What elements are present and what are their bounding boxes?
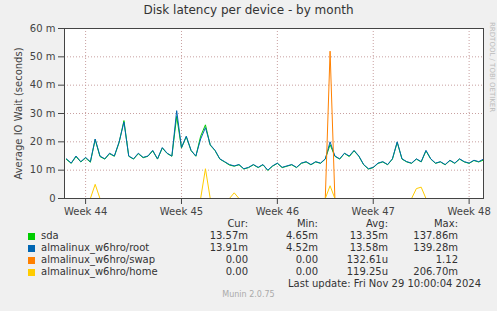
html-text:13.57m: 13.57m (209, 230, 248, 241)
svg-text:40 m: 40 m (30, 79, 56, 90)
html-text:119.25u: 119.25u (346, 266, 388, 277)
svg-text:60 m: 60 m (30, 23, 56, 34)
html-text:Disk latency per device - by m: Disk latency per device - by month (143, 3, 354, 17)
html-text:0.00: 0.00 (225, 266, 248, 277)
html-text:0.00: 0.00 (225, 254, 248, 265)
html-text:almalinux_w6hro/root: almalinux_w6hro/root (41, 242, 150, 253)
html-text:4.65m: 4.65m (286, 230, 318, 241)
html-text:139.28m: 139.28m (413, 242, 458, 253)
html-text:137.86m: 137.86m (413, 230, 458, 241)
html-text:132.61u: 132.61u (346, 254, 388, 265)
svg-text:Average IO Wait (seconds): Average IO Wait (seconds) (13, 47, 24, 179)
svg-text:20 m: 20 m (30, 136, 56, 147)
html-text:Min:: Min: (296, 218, 318, 229)
svg-text:Week 48: Week 48 (447, 206, 490, 217)
html-text:0.00: 0.00 (295, 266, 318, 277)
html-text:Max:: Max: (434, 218, 458, 229)
html-text:13.91m: 13.91m (209, 242, 248, 253)
svg-text:10 m: 10 m (30, 164, 56, 175)
html-text:almalinux_w6hro/swap: almalinux_w6hro/swap (41, 254, 156, 265)
svg-text:0: 0 (49, 193, 55, 204)
html-text:Munin 2.0.75: Munin 2.0.75 (222, 290, 275, 299)
svg-text:50 m: 50 m (30, 51, 56, 62)
html-text:sda: sda (41, 230, 59, 241)
html-text:Cur:: Cur: (227, 218, 248, 229)
html-text:4.52m: 4.52m (286, 242, 318, 253)
svg-text:30 m: 30 m (30, 108, 56, 119)
svg-text:Week 45: Week 45 (160, 206, 203, 217)
html-text:Avg:: Avg: (366, 218, 388, 229)
html-text:206.70m: 206.70m (413, 266, 458, 277)
html-text:1.12: 1.12 (435, 254, 458, 265)
html-text:Last update: Fri Nov 29 10:00:: Last update: Fri Nov 29 10:00:04 2024 (288, 278, 481, 289)
html-text:RRDTOOL / TOBI OETIKER: RRDTOOL / TOBI OETIKER (488, 22, 496, 113)
html-text:0.00: 0.00 (295, 254, 318, 265)
html-text:13.58m: 13.58m (349, 242, 388, 253)
html-text:almalinux_w6hro/home: almalinux_w6hro/home (41, 266, 158, 277)
svg-text:Week 44: Week 44 (64, 206, 107, 217)
svg-text:Week 46: Week 46 (256, 206, 299, 217)
html-text:13.35m: 13.35m (349, 230, 388, 241)
svg-text:Week 47: Week 47 (352, 206, 395, 217)
